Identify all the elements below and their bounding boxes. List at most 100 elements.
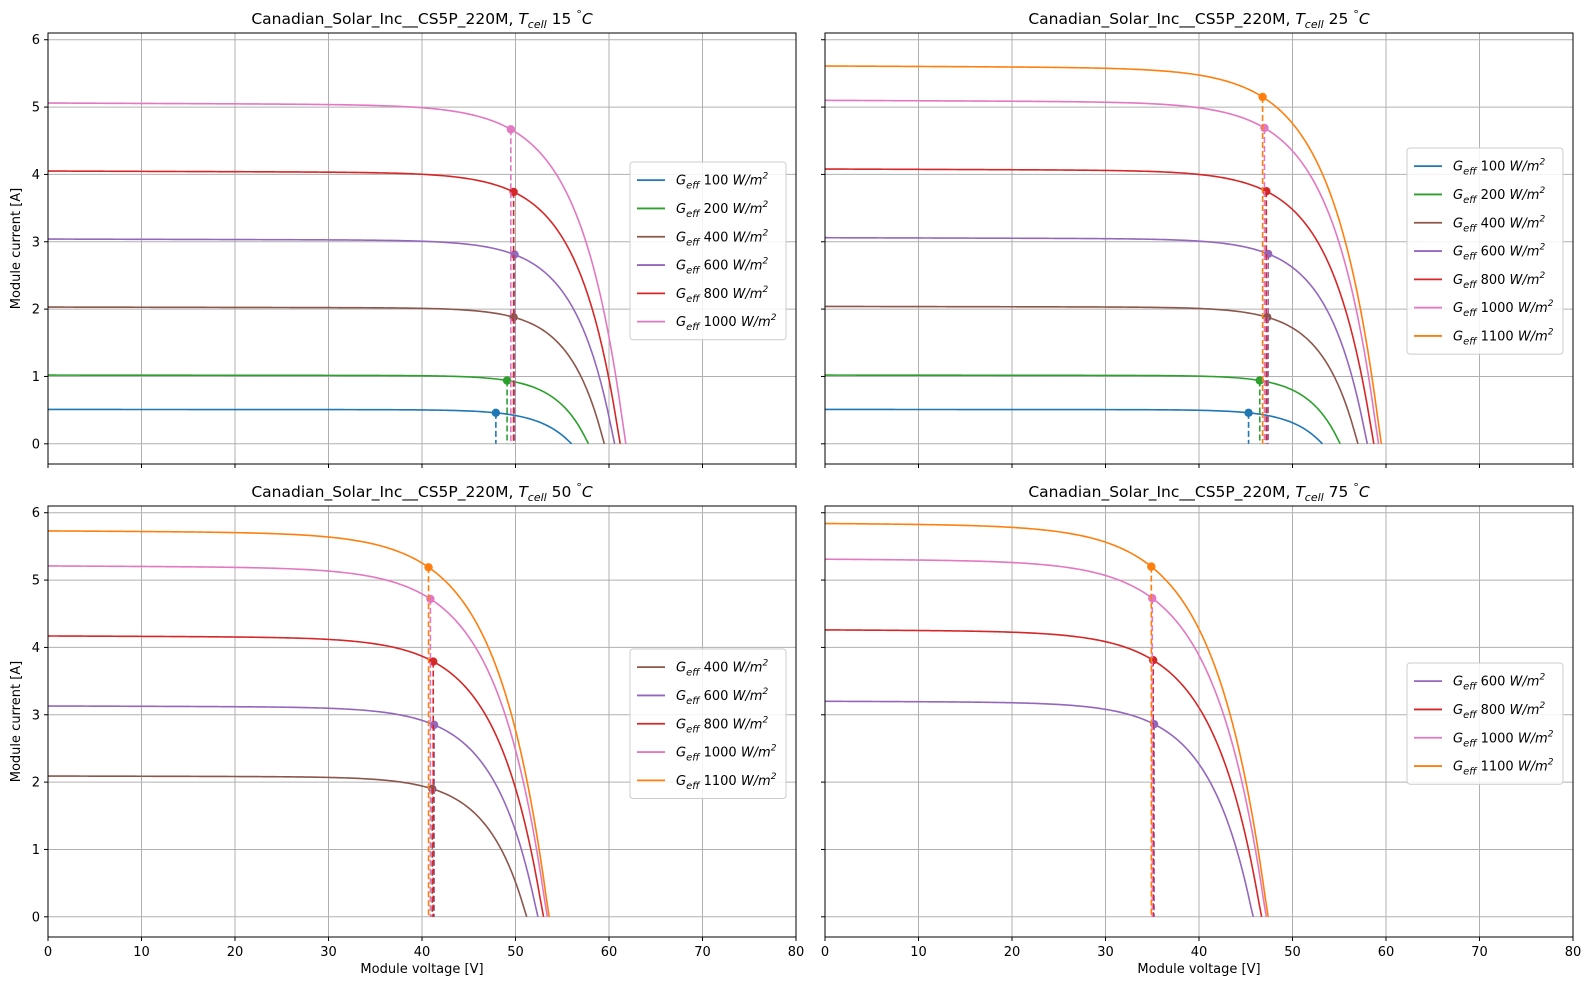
- mpp-point-1000: [506, 125, 516, 134]
- title-temp-subscript: cell: [1305, 491, 1324, 504]
- legend-label: Geff 1000 W/m2: [676, 744, 777, 764]
- y-tick-label: 3: [32, 708, 40, 723]
- legend-unit: W/m: [1518, 329, 1548, 344]
- legend-unit: W/m: [1510, 675, 1540, 690]
- series-line-800: [825, 168, 1375, 444]
- legend-irradiance-value: 400: [1476, 216, 1509, 231]
- legend-label: Geff 100 W/m2: [676, 172, 768, 192]
- series-line-600: [48, 705, 539, 917]
- legend-unit: W/m: [741, 315, 771, 330]
- x-axis-label: Module voltage [V]: [360, 962, 483, 977]
- title-temp-value: 15: [547, 10, 577, 28]
- legend-unit: W/m: [733, 661, 763, 676]
- legend-unit: W/m: [1510, 160, 1540, 175]
- series-line-1000: [825, 99, 1380, 444]
- legend-item-1100: Geff 1100 W/m2: [1414, 758, 1554, 778]
- legend-irradiance-value: 200: [699, 202, 732, 217]
- legend-irradiance-value: 600: [699, 259, 732, 274]
- x-tick-label: 40: [414, 945, 431, 960]
- legend-g-subscript: eff: [1463, 682, 1478, 693]
- legend-frame: [1406, 147, 1564, 355]
- legend-g-subscript: eff: [1463, 308, 1478, 319]
- panel-title: Canadian_Solar_Inc__CS5P_220M, Tcell 75 …: [1028, 481, 1369, 504]
- legend-g-symbol: G: [1453, 245, 1463, 260]
- legend-frame: [629, 648, 787, 799]
- series-line-800: [48, 170, 622, 444]
- legend-item-1000: Geff 1000 W/m2: [637, 744, 777, 764]
- legend-irradiance-value: 400: [699, 661, 732, 676]
- legend-label: Geff 800 W/m2: [676, 715, 768, 735]
- legend-g-symbol: G: [1453, 273, 1463, 288]
- legend-g-subscript: eff: [686, 209, 701, 220]
- series-line-600: [825, 700, 1255, 917]
- legend-irradiance-value: 800: [699, 287, 732, 302]
- y-tick-label: 2: [32, 776, 40, 791]
- legend-g-symbol: G: [1453, 160, 1463, 175]
- legend-label: Geff 600 W/m2: [1453, 243, 1545, 263]
- legend-item-200: Geff 200 W/m2: [637, 200, 768, 220]
- legend-unit: W/m: [1510, 273, 1540, 288]
- legend-item-600: Geff 600 W/m2: [637, 257, 768, 277]
- mpp-point-1100: [1147, 562, 1156, 571]
- legend-label: Geff 1100 W/m2: [676, 772, 777, 792]
- legend-irradiance-value: 100: [1476, 160, 1509, 175]
- legend-irradiance-value: 600: [1476, 245, 1509, 260]
- legend-unit: W/m: [733, 287, 763, 302]
- legend-label: Geff 100 W/m2: [1453, 158, 1545, 178]
- x-tick-label: 20: [1004, 945, 1021, 960]
- mpp-point-800: [1262, 187, 1271, 196]
- legend-label: Geff 400 W/m2: [676, 659, 768, 679]
- legend-unit-superscript: 2: [762, 659, 768, 669]
- legend-label: Geff 400 W/m2: [1453, 214, 1545, 234]
- legend-frame: [1406, 662, 1564, 785]
- legend-label: Geff 1000 W/m2: [1453, 299, 1554, 319]
- legend-unit-superscript: 2: [1548, 299, 1554, 309]
- legend-label: Geff 1100 W/m2: [1453, 758, 1554, 778]
- title-temp-symbol: T: [1295, 10, 1306, 28]
- series-group: [48, 530, 550, 918]
- mpp-point-100: [1244, 408, 1253, 418]
- legend-g-symbol: G: [676, 717, 686, 732]
- series-line-600: [825, 236, 1369, 444]
- legend-irradiance-value: 800: [699, 717, 732, 732]
- legend-unit-superscript: 2: [1539, 158, 1545, 168]
- legend-irradiance-value: 1100: [699, 774, 740, 789]
- y-tick-label: 3: [32, 235, 40, 250]
- legend-g-symbol: G: [1453, 329, 1463, 344]
- x-axis-label: Module voltage [V]: [1137, 962, 1260, 977]
- series-group: [825, 65, 1383, 445]
- series-line-1000: [48, 102, 627, 444]
- x-tick-label: 70: [694, 945, 711, 960]
- mpp-point-1000: [1148, 594, 1157, 603]
- legend-unit: W/m: [733, 202, 763, 217]
- legend-g-symbol: G: [1453, 675, 1463, 690]
- legend-item-600: Geff 600 W/m2: [1414, 673, 1545, 693]
- series-line-800: [825, 629, 1263, 917]
- title-temp-symbol: T: [518, 10, 529, 28]
- legend-irradiance-value: 400: [699, 230, 732, 245]
- series-line-1000: [48, 565, 549, 917]
- x-tick-label: 80: [788, 945, 805, 960]
- series-line-200: [48, 374, 590, 445]
- title-module-name: Canadian_Solar_Inc__CS5P_220M,: [251, 10, 518, 29]
- legend-unit-superscript: 2: [1539, 186, 1545, 196]
- series-line-1100: [825, 522, 1269, 917]
- title-module-name: Canadian_Solar_Inc__CS5P_220M,: [251, 483, 518, 502]
- mpp-point-1000: [1260, 123, 1269, 133]
- y-tick-label: 5: [32, 101, 40, 116]
- legend-irradiance-value: 1000: [1476, 301, 1517, 316]
- mpp-point-1100: [424, 563, 433, 572]
- mpp-point-100: [491, 408, 501, 418]
- mpp-point-600: [510, 250, 519, 259]
- y-tick-label: 1: [32, 370, 40, 385]
- legend-unit: W/m: [1518, 301, 1548, 316]
- legend-unit: W/m: [741, 774, 771, 789]
- legend-item-400: Geff 400 W/m2: [637, 228, 768, 248]
- panel-title: Canadian_Solar_Inc__CS5P_220M, Tcell 50 …: [251, 481, 592, 504]
- legend-g-subscript: eff: [1463, 767, 1478, 778]
- legend-g-symbol: G: [676, 774, 686, 789]
- x-tick-label: 60: [1378, 945, 1395, 960]
- legend-irradiance-value: 800: [1476, 703, 1509, 718]
